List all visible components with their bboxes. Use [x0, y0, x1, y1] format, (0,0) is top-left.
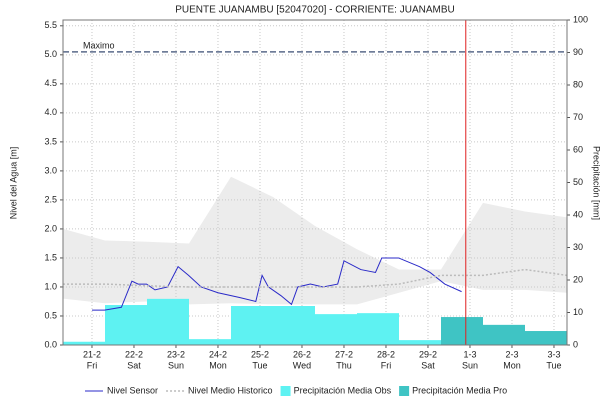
x-tick-label: 22-2: [125, 349, 143, 359]
chart-title: PUENTE JUANAMBU [52047020] - CORRIENTE: …: [175, 5, 455, 16]
precip-bar: [189, 339, 231, 345]
y2-tick-label: 30: [573, 242, 583, 252]
y-tick-label: 5.0: [44, 49, 57, 59]
precip-bar: [147, 298, 189, 345]
x-tick-weekday: Sat: [127, 360, 141, 370]
x-tick-label: 26-2: [293, 349, 311, 359]
x-tick-weekday: Tue: [546, 360, 561, 370]
precip-bar: [441, 317, 483, 345]
y-tick-label: 5.5: [44, 20, 57, 30]
legend-swatch: [399, 386, 410, 396]
x-tick-label: 27-2: [335, 349, 353, 359]
historic-range: [63, 176, 567, 305]
x-tick-label: 23-2: [167, 349, 185, 359]
y2-tick-label: 70: [573, 112, 583, 122]
x-tick-label: 24-2: [209, 349, 227, 359]
y-tick-label: 1.5: [44, 252, 57, 262]
x-tick-label: 1-3: [463, 349, 476, 359]
y-tick-label: 4.0: [44, 107, 57, 117]
y2-tick-label: 50: [573, 177, 583, 187]
x-tick-label: 29-2: [419, 349, 437, 359]
y-tick-label: 0.5: [44, 310, 57, 320]
x-tick-weekday: Fri: [87, 360, 98, 370]
legend-swatch: [280, 386, 291, 396]
y2-tick-label: 0: [573, 339, 578, 349]
y-tick-label: 2.0: [44, 223, 57, 233]
x-tick-weekday: Thu: [336, 360, 352, 370]
x-tick-weekday: Mon: [209, 360, 227, 370]
x-tick-weekday: Sun: [462, 360, 478, 370]
y-tick-label: 1.0: [44, 281, 57, 291]
y2-tick-label: 20: [573, 274, 583, 284]
y2-tick-label: 60: [573, 144, 583, 154]
y2-tick-label: 40: [573, 209, 583, 219]
precip-bar: [399, 340, 441, 345]
x-tick-weekday: Sat: [421, 360, 435, 370]
precip-bar: [231, 306, 273, 345]
x-tick-label: 21-2: [83, 349, 101, 359]
y2-tick-label: 80: [573, 79, 583, 89]
legend-label: Precipitación Media Pro: [412, 385, 507, 395]
historic-mean-line: [63, 268, 568, 288]
y-tick-label: 3.5: [44, 136, 57, 146]
legend-label: Nivel Medio Historico: [188, 385, 273, 395]
x-tick-label: 25-2: [251, 349, 269, 359]
y-tick-label: 3.0: [44, 165, 57, 175]
x-tick-label: 2-3: [505, 349, 518, 359]
precip-bar: [63, 341, 105, 345]
precip-bar: [525, 331, 567, 345]
y-axis-title: Nivel del Agua [m]: [8, 147, 18, 220]
max-label: Maximo: [83, 40, 115, 50]
legend-label: Nivel Sensor: [107, 385, 158, 395]
precip-bar: [483, 324, 525, 345]
legend-label: Precipitación Media Obs: [294, 385, 392, 395]
x-tick-weekday: Mon: [503, 360, 521, 370]
precip-bar: [273, 306, 315, 345]
x-tick-weekday: Tue: [252, 360, 267, 370]
plot-frame: [62, 19, 568, 346]
y-tick-label: 2.5: [44, 194, 57, 204]
y2-tick-label: 10: [573, 307, 583, 317]
x-tick-weekday: Sun: [168, 360, 184, 370]
y-tick-label: 0.0: [44, 339, 57, 349]
y2-tick-label: 100: [573, 14, 588, 24]
y2-axis-title: Precipitación [mm]: [592, 146, 602, 220]
y-tick-label: 4.5: [44, 78, 57, 88]
x-tick-weekday: Wed: [293, 360, 311, 370]
y2-tick-label: 90: [573, 47, 583, 57]
precip-bar: [315, 314, 357, 345]
precip-bar: [105, 305, 147, 345]
precip-bar: [357, 313, 399, 345]
x-tick-label: 3-3: [547, 349, 560, 359]
x-tick-label: 28-2: [377, 349, 395, 359]
x-tick-weekday: Fri: [381, 360, 392, 370]
